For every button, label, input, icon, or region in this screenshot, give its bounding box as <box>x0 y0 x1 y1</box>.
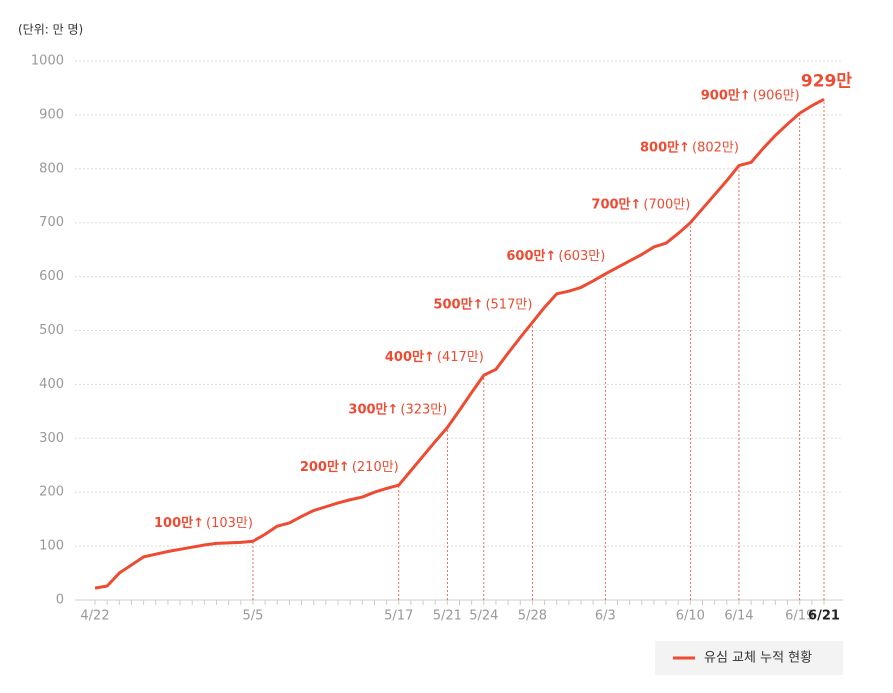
milestone-detail: (603만) <box>558 248 605 263</box>
y-tick-label: 0 <box>56 593 64 608</box>
x-tick-label: 6/21 <box>808 609 840 624</box>
y-tick-label: 500 <box>39 323 64 338</box>
milestone-text: 900만↑ <box>701 87 751 103</box>
x-tick-label: 6/14 <box>724 609 753 624</box>
y-tick-label: 600 <box>39 269 64 284</box>
milestone-label: 200만↑ (210만) <box>300 459 399 475</box>
x-tick-label: 6/10 <box>676 609 705 624</box>
x-tick-label: 5/21 <box>433 609 462 624</box>
x-tick-label: 6/3 <box>595 609 616 624</box>
x-tick-label: 5/28 <box>518 609 547 624</box>
milestone-label: 300만↑ (323만) <box>348 401 447 417</box>
milestone-detail: (210만) <box>352 460 399 475</box>
milestone-label: 800만↑ (802만) <box>640 139 739 155</box>
milestone-detail: (103만) <box>206 516 253 531</box>
y-tick-label: 1000 <box>31 54 64 69</box>
milestone-detail: (700만) <box>643 197 690 212</box>
x-tick-label: 5/17 <box>384 609 413 624</box>
x-tick-label: 4/22 <box>80 609 109 624</box>
milestone-text: 600만↑ <box>506 247 556 263</box>
y-tick-label: 400 <box>39 377 64 392</box>
milestone-detail: (906만) <box>753 88 800 103</box>
x-tick-label: 6/19 <box>785 609 814 624</box>
milestone-label: 700만↑ (700만) <box>591 196 690 212</box>
y-tick-label: 800 <box>39 161 64 176</box>
y-tick-label: 900 <box>39 107 64 122</box>
y-tick-label: 300 <box>39 431 64 446</box>
milestone-label: 900만↑ (906만) <box>701 87 800 103</box>
milestone-label: 600만↑ (603만) <box>506 247 605 263</box>
y-tick-label: 200 <box>39 485 64 500</box>
milestone-text: 200만↑ <box>300 459 350 475</box>
y-tick-label: 700 <box>39 215 64 230</box>
x-tick-label: 5/5 <box>242 609 263 624</box>
milestone-label: 400만↑ (417만) <box>385 349 484 365</box>
milestone-text: 700만↑ <box>591 196 641 212</box>
milestone-detail: (802만) <box>692 140 739 155</box>
milestone-detail: (517만) <box>485 297 532 312</box>
unit-label: (단위: 만 명) <box>18 23 83 37</box>
milestone-text: 400만↑ <box>385 349 435 365</box>
milestone-label: 100만↑ (103만) <box>154 515 253 531</box>
milestone-text: 100만↑ <box>154 515 204 531</box>
milestone-text: 500만↑ <box>433 296 483 312</box>
milestone-detail: (323만) <box>400 402 447 417</box>
milestone-detail: (417만) <box>437 350 484 365</box>
milestone-text: 800만↑ <box>640 139 690 155</box>
final-label: 929만 <box>801 71 852 91</box>
milestone-text: 300만↑ <box>348 401 398 417</box>
legend-label: 유심 교체 누적 현황 <box>704 651 812 666</box>
y-tick-label: 100 <box>39 539 64 554</box>
series-line <box>94 97 825 590</box>
milestone-label: 500만↑ (517만) <box>433 296 532 312</box>
x-tick-label: 5/24 <box>469 609 498 624</box>
